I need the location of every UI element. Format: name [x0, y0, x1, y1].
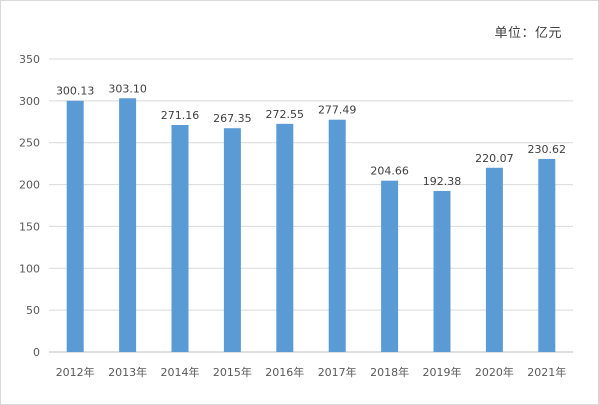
data-label: 272.55 [266, 108, 305, 121]
y-tick-label: 300 [19, 95, 40, 108]
y-tick-label: 0 [33, 346, 40, 359]
bar [538, 158, 556, 352]
x-category-label: 2015年 [213, 365, 252, 379]
data-label: 300.13 [56, 85, 95, 98]
bars [66, 98, 556, 353]
data-labels: 300.13 303.10 271.16 267.35 272.55 277.49 204.… [56, 82, 566, 188]
unit-label: 单位：亿元 [494, 26, 562, 41]
gridlines [49, 58, 573, 353]
y-tick-label: 100 [19, 262, 40, 275]
x-category-label: 2016年 [265, 365, 304, 379]
data-label: 277.49 [318, 104, 357, 117]
y-tick-label: 350 [19, 53, 40, 66]
data-label: 230.62 [528, 143, 567, 156]
bar [433, 190, 451, 352]
x-category-label: 2012年 [56, 365, 95, 379]
x-category-label: 2018年 [370, 365, 409, 379]
bar [381, 180, 399, 352]
x-category-label: 2021年 [527, 365, 566, 379]
bar [66, 100, 84, 352]
data-label: 220.07 [475, 152, 514, 165]
data-label: 303.10 [108, 82, 147, 95]
y-tick-label: 50 [26, 304, 40, 317]
bar [328, 119, 346, 352]
y-tick-label: 250 [19, 137, 40, 150]
x-category-label: 2014年 [161, 365, 200, 379]
y-axis-ticks: 0 50 100 150 200 250 300 350 [19, 53, 40, 359]
data-label: 267.35 [213, 112, 252, 125]
bar [223, 128, 241, 352]
bar [276, 123, 294, 352]
y-tick-label: 200 [19, 179, 40, 192]
x-category-label: 2019年 [423, 365, 462, 379]
bar [485, 167, 503, 352]
x-category-label: 2020年 [475, 365, 514, 379]
data-label: 271.16 [161, 109, 200, 122]
x-axis-categories: 2012年 2013年 2014年 2015年 2016年 2017年 2018年 2019年… [56, 365, 567, 379]
x-category-label: 2013年 [108, 365, 147, 379]
bar [171, 125, 189, 353]
x-category-label: 2017年 [318, 365, 357, 379]
data-label: 204.66 [370, 165, 409, 178]
data-label: 192.38 [423, 175, 462, 188]
y-tick-label: 150 [19, 220, 40, 233]
bar [119, 98, 137, 353]
